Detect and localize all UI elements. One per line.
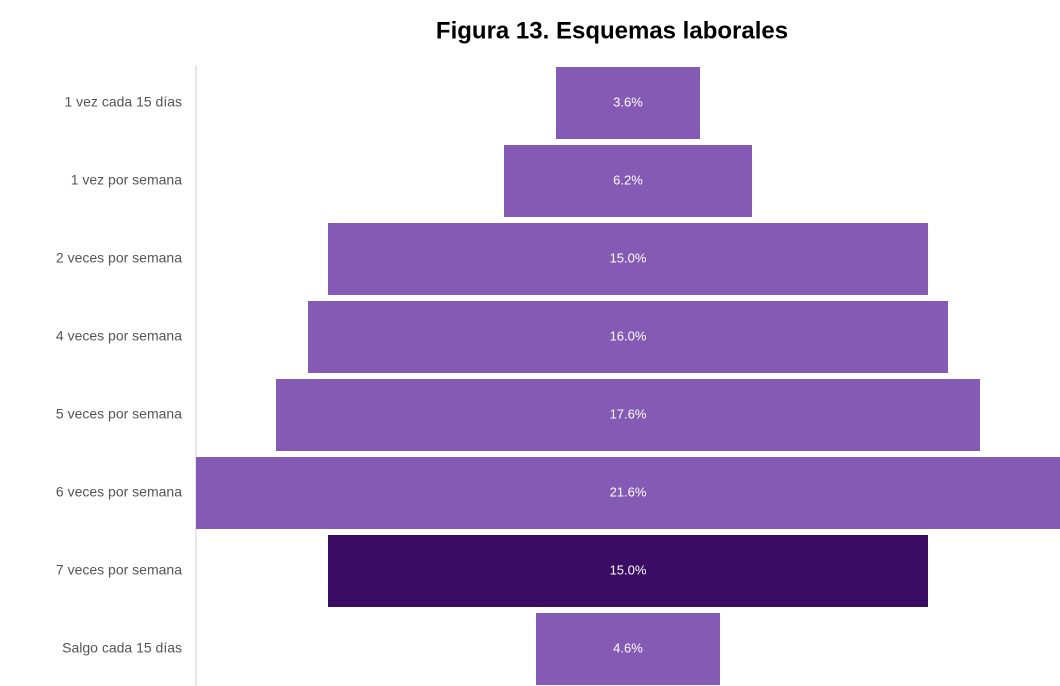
category-label: 4 veces por semana xyxy=(56,328,182,344)
data-label: 16.0% xyxy=(610,328,647,343)
data-label: 17.6% xyxy=(610,406,647,421)
category-label: 1 vez cada 15 días xyxy=(64,94,182,110)
data-label: 15.0% xyxy=(610,250,647,265)
category-label: 6 veces por semana xyxy=(56,484,182,500)
data-label: 4.6% xyxy=(613,640,643,655)
funnel-bar xyxy=(328,223,928,295)
data-label: 15.0% xyxy=(610,562,647,577)
data-label: 21.6% xyxy=(610,484,647,499)
funnel-bar xyxy=(276,379,980,451)
funnel-bar xyxy=(196,457,1060,529)
category-label: 1 vez por semana xyxy=(71,172,182,188)
data-label: 3.6% xyxy=(613,94,643,109)
category-label: Salgo cada 15 días xyxy=(62,640,182,656)
funnel-bar xyxy=(504,145,752,217)
category-label: 2 veces por semana xyxy=(56,250,182,266)
funnel-bar xyxy=(308,301,948,373)
category-label: 5 veces por semana xyxy=(56,406,182,422)
funnel-bar xyxy=(536,613,720,685)
funnel-bar xyxy=(328,535,928,607)
funnel-bar xyxy=(556,67,700,139)
chart-title: Figura 13. Esquemas laborales xyxy=(436,17,788,44)
category-label: 7 veces por semana xyxy=(56,562,182,578)
data-label: 6.2% xyxy=(613,172,643,187)
